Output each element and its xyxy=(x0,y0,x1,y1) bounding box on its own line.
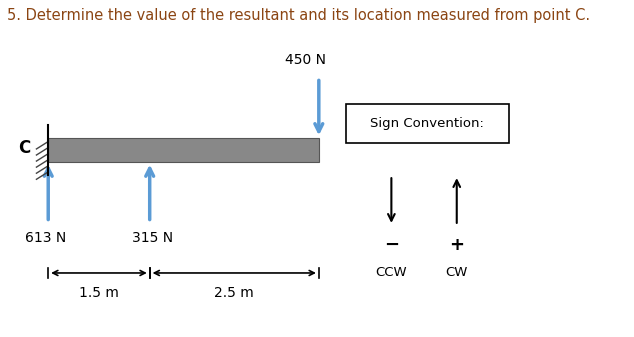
Bar xyxy=(48,138,319,162)
Text: 450 N: 450 N xyxy=(285,53,326,67)
Text: 2.5 m: 2.5 m xyxy=(214,286,254,301)
Text: 1.5 m: 1.5 m xyxy=(79,286,119,301)
Text: 5. Determine the value of the resultant and its location measured from point C.: 5. Determine the value of the resultant … xyxy=(7,8,590,24)
Bar xyxy=(346,104,509,143)
Text: CW: CW xyxy=(446,266,468,279)
Text: 613 N: 613 N xyxy=(25,231,66,245)
Text: 315 N: 315 N xyxy=(132,231,173,245)
Text: +: + xyxy=(450,236,464,254)
Text: −: − xyxy=(384,236,399,254)
Text: Sign Convention:: Sign Convention: xyxy=(370,117,484,130)
Text: CCW: CCW xyxy=(375,266,407,279)
Text: C: C xyxy=(18,139,30,157)
